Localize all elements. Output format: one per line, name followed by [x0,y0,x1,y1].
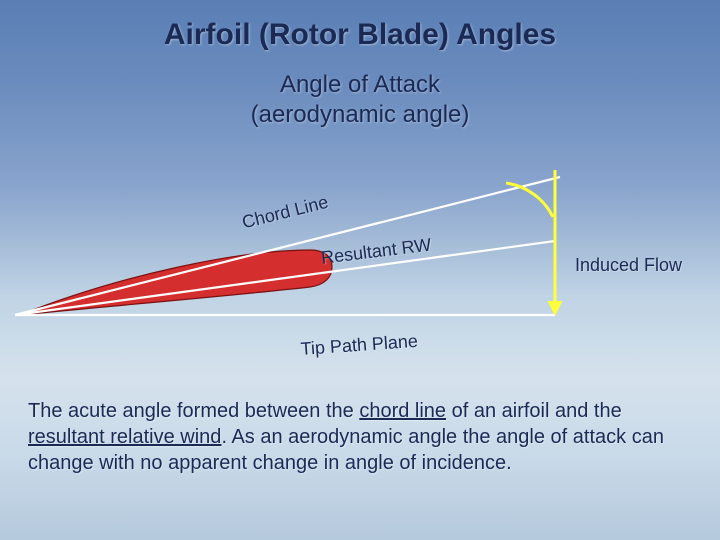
page-subtitle: Angle of Attack (aerodynamic angle) [0,70,720,130]
airfoil-diagram: Chord Line Resultant RW Tip Path Plane I… [0,155,720,375]
body-paragraph: The acute angle formed between the chord… [28,398,692,476]
induced-flow-label: Induced Flow [575,255,682,276]
body-underline-resultant: resultant relative wind [28,426,221,448]
subtitle-line-2: (aerodynamic angle) [251,101,470,128]
subtitle-line-1: Angle of Attack [280,71,440,98]
body-text-a: The acute angle formed between the [28,400,359,422]
page-title: Airfoil (Rotor Blade) Angles [0,18,720,52]
body-text-c: of an airfoil and the [446,400,622,422]
body-underline-chord: chord line [359,400,446,422]
